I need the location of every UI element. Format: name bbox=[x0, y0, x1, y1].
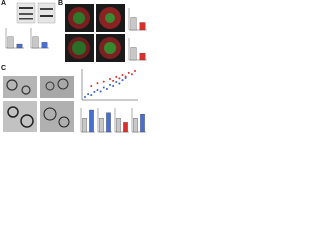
scatter-point bbox=[121, 79, 124, 82]
panel-label: C bbox=[1, 65, 6, 72]
scatter-point bbox=[102, 80, 105, 83]
scatter-point bbox=[99, 90, 102, 93]
bar bbox=[89, 109, 94, 133]
scatter-point bbox=[134, 70, 136, 72]
scatter-point bbox=[118, 77, 121, 80]
page: {"panels": [{"label": "A"}, {"label": "B… bbox=[0, 0, 150, 135]
scatter-point bbox=[121, 74, 124, 77]
bar bbox=[106, 112, 111, 133]
scatter-point bbox=[96, 82, 99, 85]
bar bbox=[130, 17, 137, 31]
blot-images bbox=[16, 2, 56, 24]
bar bbox=[32, 36, 39, 49]
scatter-point bbox=[84, 96, 86, 98]
bar bbox=[41, 42, 48, 49]
scatter-point bbox=[109, 78, 111, 81]
bar bbox=[123, 122, 128, 133]
scatter-point bbox=[124, 75, 127, 78]
bar bbox=[140, 113, 145, 133]
scatter-point bbox=[124, 76, 127, 79]
bar bbox=[16, 43, 23, 49]
scatter-point bbox=[127, 71, 130, 74]
bar bbox=[99, 118, 104, 133]
scatter-point bbox=[105, 87, 108, 90]
bar bbox=[133, 118, 138, 133]
bar bbox=[139, 22, 146, 31]
bar bbox=[116, 118, 121, 133]
scatter-point bbox=[118, 82, 121, 85]
scatter-point bbox=[115, 75, 118, 78]
scatter-point bbox=[112, 79, 115, 82]
scatter-point bbox=[96, 89, 99, 92]
microscopy-images bbox=[65, 4, 125, 62]
scatter-point bbox=[130, 73, 133, 76]
scatter-point bbox=[90, 94, 93, 97]
panel-label: A bbox=[1, 0, 6, 7]
scatter-point bbox=[102, 86, 105, 89]
scatter-point bbox=[112, 85, 115, 88]
em-images bbox=[3, 76, 74, 132]
panel-label: B bbox=[58, 0, 63, 7]
scatter-point bbox=[90, 85, 93, 88]
bar bbox=[82, 118, 87, 133]
scatter-point bbox=[93, 90, 96, 93]
bar bbox=[7, 36, 14, 49]
figure: A B C bbox=[1, 0, 147, 133]
scatter-point bbox=[109, 83, 111, 86]
scatter-point bbox=[87, 93, 90, 96]
bar bbox=[139, 52, 146, 61]
scatter-point bbox=[115, 80, 118, 83]
bar bbox=[130, 47, 137, 61]
